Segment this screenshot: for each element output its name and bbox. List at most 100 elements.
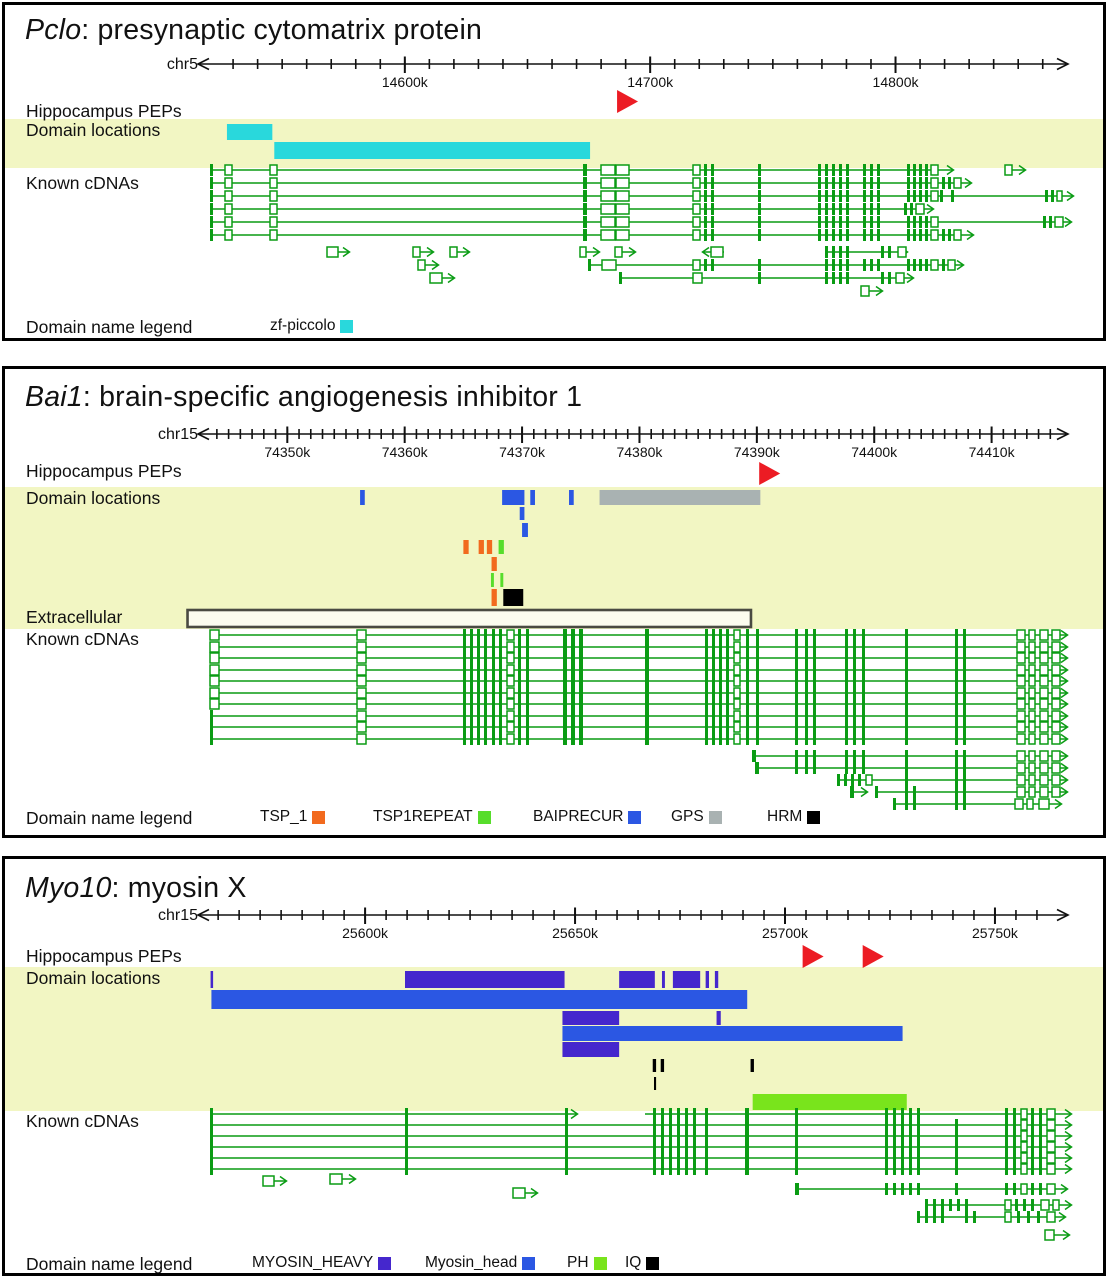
exon-tick	[756, 675, 759, 687]
exon-tick	[1051, 190, 1054, 202]
ruler-tick-label: 14600k	[382, 74, 429, 90]
exon-tick	[917, 1211, 920, 1223]
exon-tick	[563, 733, 567, 745]
exon-tick	[210, 1130, 213, 1142]
exon-tick	[925, 190, 928, 202]
exon-tick	[745, 1152, 749, 1164]
strand-arrow-icon	[1060, 698, 1069, 710]
exon-tick	[563, 629, 567, 641]
exon-tick	[704, 229, 707, 241]
exon-box	[930, 216, 939, 228]
exon-tick	[862, 698, 865, 710]
exon-tick	[813, 664, 816, 676]
exon-tick	[477, 664, 480, 676]
exon-tick	[905, 750, 908, 762]
exon-tick	[705, 1152, 708, 1164]
exon-box	[1046, 1141, 1056, 1153]
legend-swatch	[477, 810, 491, 824]
exon-tick	[579, 675, 583, 687]
exon-tick	[846, 246, 849, 258]
exon-box	[1039, 664, 1049, 676]
cdna-transcript	[210, 1119, 1073, 1131]
exon-tick	[726, 675, 729, 687]
exon-box	[1028, 786, 1036, 798]
exon-tick	[704, 216, 707, 228]
domain-segment	[463, 540, 469, 554]
exon-tick	[685, 1163, 688, 1175]
exon-tick	[1005, 1119, 1008, 1131]
exon-tick	[877, 190, 880, 202]
exon-tick	[746, 687, 749, 699]
exon-tick	[955, 641, 958, 653]
cdna-transcript	[795, 1183, 1069, 1195]
exon-tick	[645, 721, 649, 733]
exon-tick	[941, 1199, 944, 1211]
exon-tick	[484, 629, 487, 641]
exon-box	[506, 710, 515, 722]
gene-name: Bai1	[25, 381, 83, 413]
exon-tick	[858, 774, 861, 786]
track-label-cdnas: Known cDNAs	[26, 1111, 139, 1131]
exon-tick	[463, 687, 466, 699]
exon-tick	[711, 164, 714, 176]
exon-tick	[839, 229, 842, 241]
exon-tick	[1049, 216, 1052, 228]
exon-tick	[963, 721, 966, 733]
legend-item-label: IQ	[625, 1254, 642, 1271]
exon-box	[930, 177, 939, 189]
strand-arrow-icon	[1064, 1108, 1073, 1120]
exon-tick	[795, 733, 798, 745]
exon-tick	[955, 1130, 958, 1142]
exon-box	[895, 272, 905, 284]
exon-box	[1046, 1152, 1056, 1164]
exon-tick	[463, 675, 466, 687]
cdna-transcript	[209, 664, 1069, 676]
exon-tick	[484, 641, 487, 653]
cdna-transcript	[701, 246, 724, 258]
exon-box	[692, 216, 701, 228]
exon-box	[329, 1173, 343, 1185]
exon-tick	[955, 786, 958, 798]
exon-tick	[901, 1130, 904, 1142]
exon-box	[209, 675, 220, 687]
exon-tick	[210, 733, 213, 745]
exon-box	[1016, 733, 1026, 745]
exon-tick	[863, 216, 866, 228]
exon-tick	[492, 641, 495, 653]
exon-tick	[499, 721, 502, 733]
exon-box	[733, 710, 741, 722]
exon-tick	[705, 1141, 708, 1153]
exon-tick	[839, 190, 842, 202]
exon-box	[224, 190, 233, 202]
exon-tick	[839, 272, 842, 284]
exon-tick	[795, 762, 798, 774]
exon-tick	[1031, 1199, 1034, 1211]
exon-tick	[526, 629, 529, 641]
exon-tick	[463, 664, 466, 676]
exon-box	[1056, 190, 1063, 202]
exon-tick	[963, 762, 966, 774]
exon-tick	[492, 629, 495, 641]
exon-tick	[955, 652, 958, 664]
gene-name: Myo10	[25, 872, 112, 904]
exon-tick	[661, 1163, 664, 1175]
exon-tick	[693, 1152, 696, 1164]
exon-tick	[907, 164, 910, 176]
track-label-cdnas: Known cDNAs	[26, 173, 139, 193]
exon-box	[269, 203, 278, 215]
exon-box	[600, 177, 616, 189]
exon-tick	[518, 629, 521, 641]
exon-tick	[484, 710, 487, 722]
exon-box	[615, 164, 630, 176]
strand-arrow-icon	[1064, 216, 1073, 228]
exon-tick	[726, 687, 729, 699]
exon-tick	[901, 1108, 904, 1120]
strand-arrow-icon	[1060, 652, 1069, 664]
track-label-domains: Domain locations	[26, 488, 161, 508]
exon-tick	[813, 710, 816, 722]
exon-tick	[832, 164, 835, 176]
exon-tick	[955, 774, 958, 786]
strand-arrow-icon	[1060, 664, 1069, 676]
cdna-transcript	[449, 246, 471, 258]
exon-box	[692, 177, 701, 189]
